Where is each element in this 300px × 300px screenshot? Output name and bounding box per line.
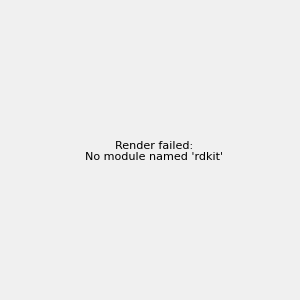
Text: Render failed:
No module named 'rdkit': Render failed: No module named 'rdkit' (85, 141, 223, 162)
